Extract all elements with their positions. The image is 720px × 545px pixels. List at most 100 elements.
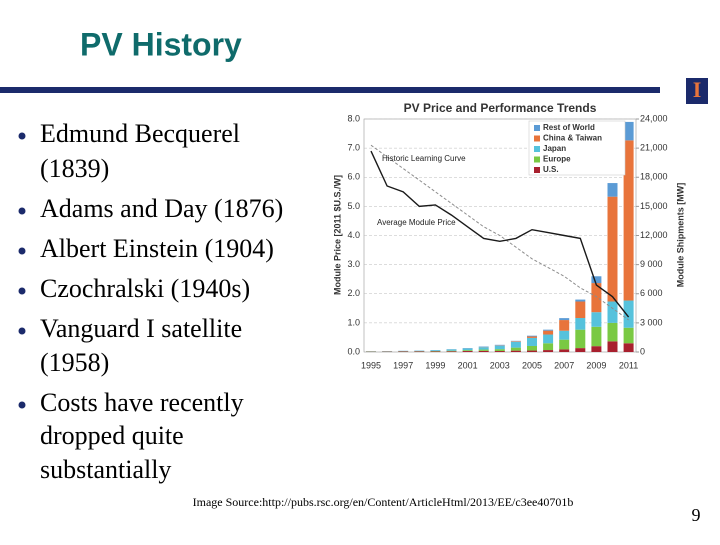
- x-tick-label: 2007: [554, 360, 574, 370]
- bullet-dot: [19, 328, 26, 335]
- legend-label: Japan: [543, 144, 566, 153]
- legend-swatch: [534, 167, 540, 173]
- bullet-text: Albert Einstein (1904): [40, 234, 274, 263]
- bar-segment: [543, 331, 553, 335]
- bar-segment: [511, 348, 521, 351]
- bar-segment: [591, 312, 601, 327]
- bar-segment: [559, 331, 569, 340]
- bar-segment: [559, 349, 569, 352]
- y-tick-label: 8.0: [347, 113, 360, 123]
- y2-tick-label: 12,000: [640, 230, 668, 240]
- y-tick-label: 7.0: [347, 143, 360, 153]
- bar-segment: [543, 350, 553, 352]
- line-annotation: Average Module Price: [377, 218, 456, 227]
- bar-segment: [511, 341, 521, 342]
- bar-segment: [495, 346, 505, 349]
- y2-axis-title: Module Shipments [MW]: [675, 183, 685, 288]
- bullet-dot: [19, 248, 26, 255]
- bar-segment: [543, 343, 553, 350]
- bullet-text: (1958): [40, 348, 109, 377]
- y-tick-label: 0.0: [347, 346, 360, 356]
- chart-title: PV Price and Performance Trends: [404, 101, 597, 115]
- legend-swatch: [534, 157, 540, 163]
- bar-segment: [608, 197, 618, 302]
- y2-tick-label: 9 000: [640, 259, 663, 269]
- slide-title: PV History: [80, 26, 242, 62]
- logo: I: [693, 77, 702, 102]
- bar-segment: [608, 341, 618, 352]
- bar-segment: [463, 350, 473, 351]
- bar-segment: [430, 350, 440, 351]
- bar-segment: [559, 320, 569, 331]
- bullet-text: dropped quite: [40, 421, 184, 450]
- x-tick-label: 2001: [458, 360, 478, 370]
- bullet-dot: [19, 133, 26, 140]
- bullet-text: Edmund Becquerel: [40, 119, 240, 148]
- bar-segment: [495, 351, 505, 352]
- y-tick-label: 3.0: [347, 259, 360, 269]
- title-rule: [0, 87, 660, 93]
- legend-label: Europe: [543, 155, 571, 164]
- x-tick-label: 2009: [586, 360, 606, 370]
- y-tick-label: 1.0: [347, 317, 360, 327]
- bar-segment: [479, 350, 489, 351]
- legend-swatch: [534, 146, 540, 152]
- y2-tick-label: 6 000: [640, 288, 663, 298]
- bar-segment: [511, 342, 521, 348]
- bullet-dot: [19, 402, 26, 409]
- bar-segment: [430, 351, 440, 352]
- y-tick-label: 5.0: [347, 201, 360, 211]
- legend-label: Rest of World: [543, 123, 595, 132]
- bar-segment: [495, 349, 505, 351]
- y2-tick-label: 18,000: [640, 172, 668, 182]
- bar-segment: [624, 343, 634, 352]
- bar-segment: [608, 323, 618, 341]
- bar-segment: [447, 349, 457, 350]
- y-axis-title: Module Price [2011 $U.S./W]: [332, 175, 342, 295]
- y-tick-label: 6.0: [347, 172, 360, 182]
- bar-segment: [447, 351, 457, 352]
- bar-segment: [511, 351, 521, 352]
- bar-segment: [463, 349, 473, 351]
- bullet-text: Czochralski (1940s): [40, 274, 250, 303]
- bar-segment: [624, 328, 634, 344]
- bullet-text: substantially: [40, 455, 171, 484]
- bar-segment: [527, 346, 537, 351]
- bar-segment: [543, 330, 553, 331]
- page-number: 9: [692, 505, 701, 525]
- legend-label: U.S.: [543, 165, 559, 174]
- bullet-text: Costs have recently: [40, 388, 244, 417]
- bar-segment: [479, 351, 489, 352]
- bar-segment: [495, 345, 505, 346]
- y2-tick-label: 0: [640, 346, 645, 356]
- bar-segment: [608, 302, 618, 323]
- legend-swatch: [534, 125, 540, 131]
- bar-segment: [527, 336, 537, 337]
- bar-segment: [575, 330, 585, 348]
- bullet-dot: [19, 288, 26, 295]
- bar-segment: [575, 300, 585, 302]
- bar-segment: [527, 338, 537, 346]
- bullet-dot: [19, 208, 26, 215]
- y-tick-label: 2.0: [347, 288, 360, 298]
- y2-tick-label: 3 000: [640, 317, 663, 327]
- y2-tick-label: 15,000: [640, 201, 668, 211]
- bar-segment: [575, 348, 585, 352]
- legend-swatch: [534, 136, 540, 142]
- y2-tick-label: 24,000: [640, 113, 668, 123]
- bar-segment: [463, 351, 473, 352]
- bar-segment: [591, 346, 601, 352]
- legend-label: China & Taiwan: [543, 134, 602, 143]
- bar-segment: [559, 318, 569, 320]
- x-tick-label: 1995: [361, 360, 381, 370]
- bar-segment: [575, 318, 585, 330]
- bullet-text: Adams and Day (1876): [40, 194, 283, 223]
- bullet-text: (1839): [40, 154, 109, 183]
- bar-segment: [543, 335, 553, 344]
- bullet-text: Vanguard I satellite: [40, 314, 242, 343]
- bar-segment: [414, 351, 424, 352]
- bar-segment: [624, 301, 634, 328]
- bar-segment: [527, 351, 537, 352]
